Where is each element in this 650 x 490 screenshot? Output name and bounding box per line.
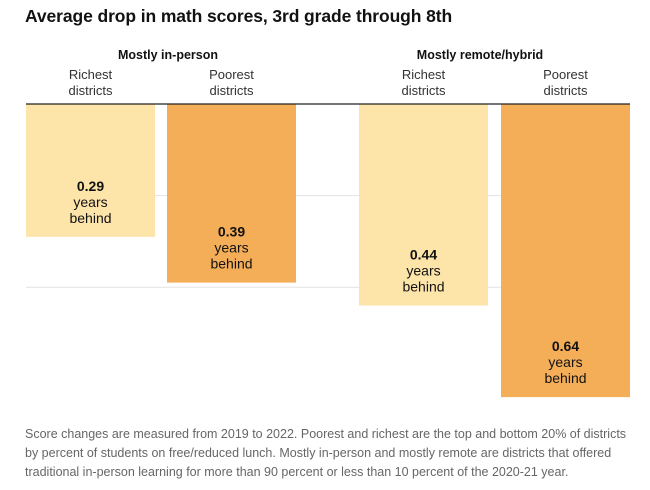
category-label: Poorest: [209, 67, 254, 82]
value-unit-label: behind: [544, 370, 586, 386]
bar: [167, 104, 296, 283]
category-label: districts: [209, 83, 254, 98]
category-label: districts: [68, 83, 113, 98]
value-label: 0.44: [410, 247, 437, 263]
value-unit-label: years: [214, 240, 248, 256]
bar-chart: Mostly in-person Mostly remote/hybrid Rich…: [26, 48, 630, 398]
bar: [359, 104, 488, 306]
bar: [501, 104, 630, 398]
value-label: 0.64: [552, 338, 579, 354]
group-label: Mostly remote/hybrid: [417, 48, 543, 62]
value-unit-label: years: [406, 263, 440, 279]
value-unit-label: behind: [402, 279, 444, 295]
chart-footnote: Score changes are measured from 2019 to …: [25, 427, 627, 479]
value-label: 0.29: [77, 178, 104, 194]
category-label: districts: [543, 83, 588, 98]
value-unit-label: behind: [210, 256, 252, 272]
value-unit-label: behind: [69, 210, 111, 226]
value-unit-label: years: [73, 194, 107, 210]
group-label: Mostly in-person: [118, 48, 218, 62]
category-label: Richest: [402, 67, 446, 82]
value-unit-label: years: [548, 354, 582, 370]
value-label: 0.39: [218, 224, 245, 240]
category-label: Richest: [69, 67, 113, 82]
category-label: districts: [401, 83, 446, 98]
bar: [26, 104, 155, 237]
chart-title: Average drop in math scores, 3rd grade t…: [25, 6, 453, 26]
category-label: Poorest: [543, 67, 588, 82]
